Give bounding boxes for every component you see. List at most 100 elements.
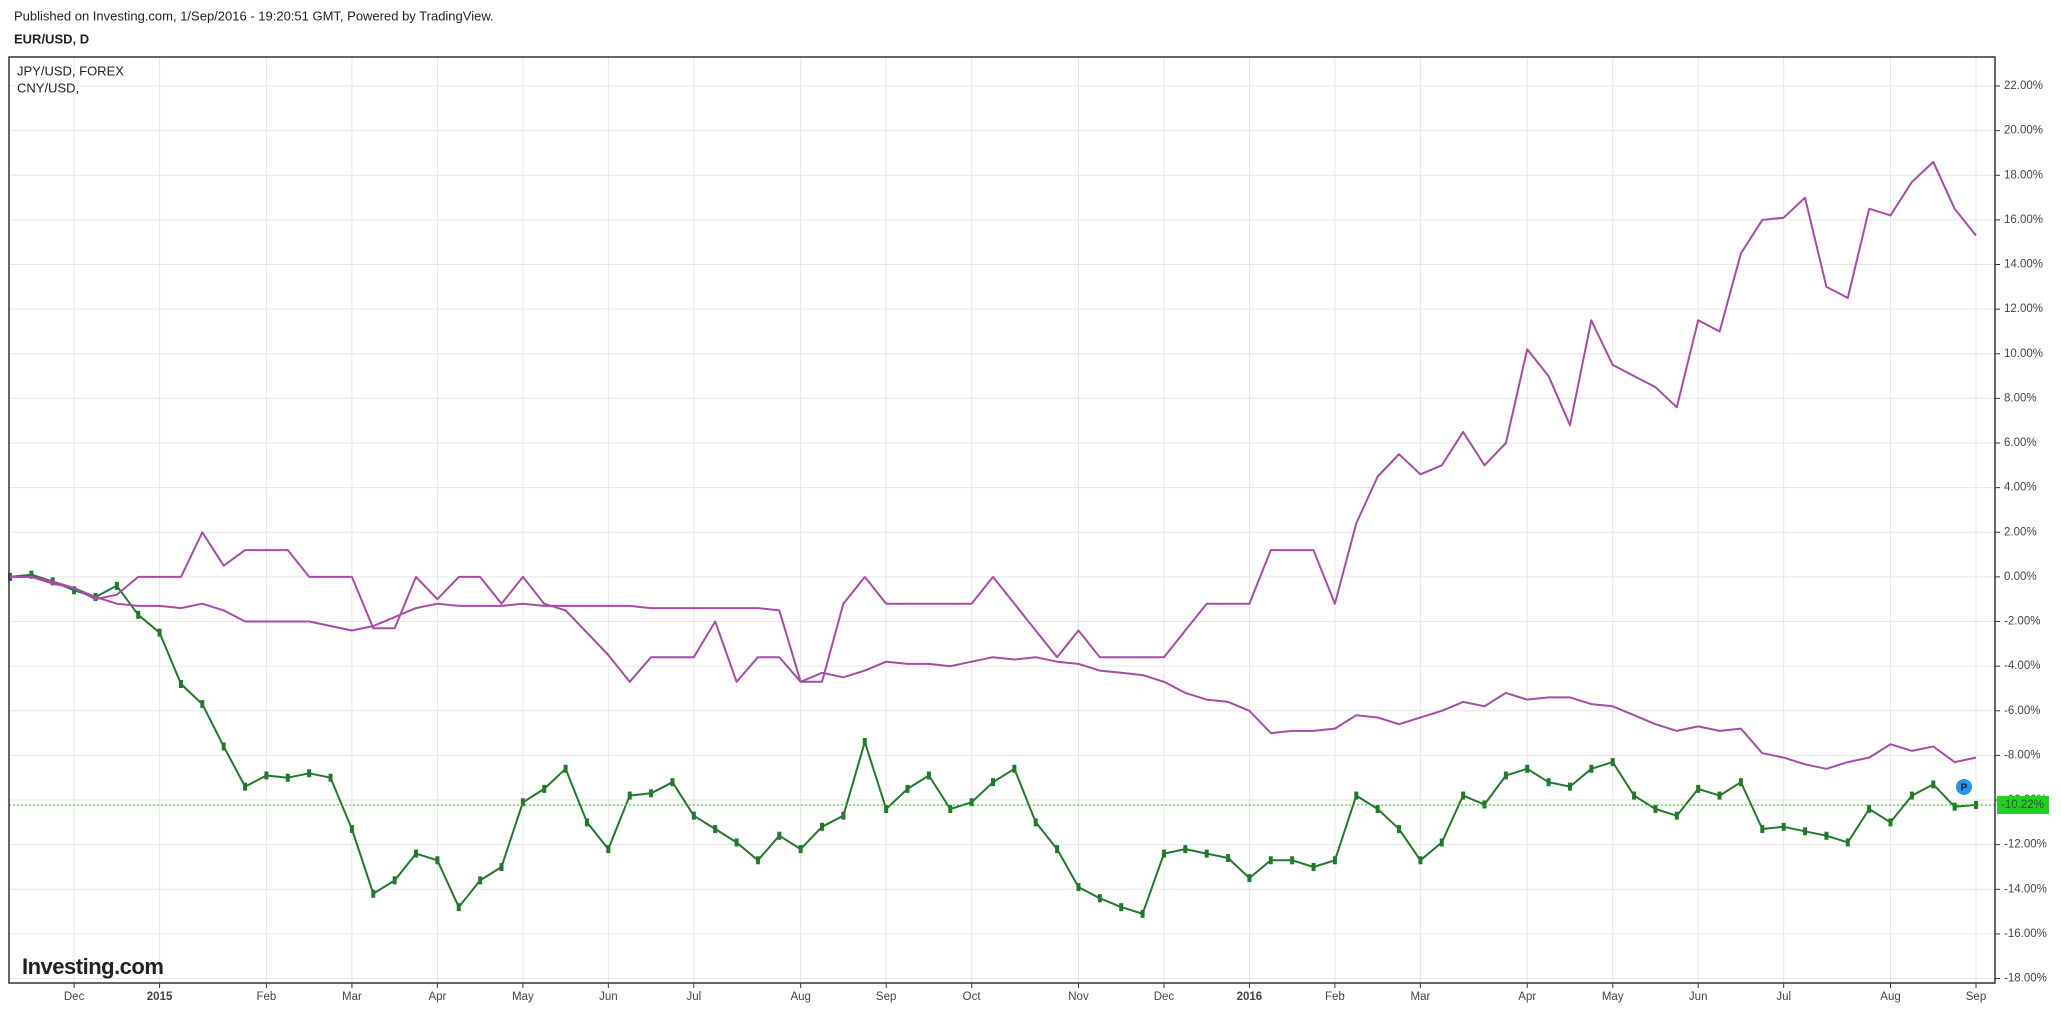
data-point (1140, 909, 1145, 918)
data-point (1418, 856, 1423, 865)
y-tick-label: -2.00% (2004, 616, 2040, 628)
data-point (435, 856, 440, 865)
data-point (307, 769, 312, 778)
data-point (713, 825, 718, 834)
x-tick-label: Dec (64, 991, 85, 1003)
y-tick-label: 2.00% (2004, 526, 2037, 538)
current-value-box (1997, 795, 2049, 814)
data-point (72, 586, 77, 595)
data-point (264, 771, 269, 780)
data-point (114, 581, 119, 590)
y-tick-label: -14.00% (2004, 883, 2047, 895)
y-tick-label: -16.00% (2004, 928, 2047, 940)
x-tick-label: Oct (963, 991, 982, 1003)
data-point (1268, 856, 1273, 865)
data-point (563, 764, 568, 773)
marker-badge (1956, 778, 1972, 795)
data-point (1674, 811, 1679, 820)
plot-frame (8, 56, 1996, 984)
y-tick-label: 0.00% (2004, 571, 2037, 583)
x-tick-label: Feb (1325, 991, 1345, 1003)
x-tick-label: 2015 (147, 991, 173, 1003)
data-point (371, 889, 376, 898)
data-point (841, 811, 846, 820)
data-point (1290, 856, 1295, 865)
plot (8, 160, 1995, 918)
grid (9, 57, 1995, 983)
y-tick-label: -12.00% (2004, 839, 2047, 851)
data-point (755, 856, 760, 865)
legend-entry: JPY/USD, FOREX (17, 63, 124, 78)
data-point (1567, 782, 1572, 791)
data-point (1632, 791, 1637, 800)
x-tick-label: Sep (1966, 991, 1986, 1003)
series-line (10, 575, 1977, 770)
x-tick-label: Mar (1410, 991, 1430, 1003)
y-tick-label: 4.00% (2004, 482, 2037, 494)
data-point (670, 778, 675, 787)
x-tick-label: Sep (876, 991, 896, 1003)
data-point (1717, 791, 1722, 800)
data-point (649, 789, 654, 798)
y-tick-label: 10.00% (2004, 348, 2043, 360)
y-tick-label: 6.00% (2004, 437, 2037, 449)
data-point (29, 570, 34, 579)
data-point (328, 773, 333, 782)
data-point (1397, 825, 1402, 834)
x-tick-label: Jun (599, 991, 618, 1003)
series-line (10, 160, 1977, 683)
marker-label: P (1961, 783, 1968, 794)
data-point (905, 784, 910, 793)
current-value-label: -10.22% (2001, 799, 2044, 811)
data-point (243, 782, 248, 791)
data-point (1525, 764, 1530, 773)
y-tick-label: 14.00% (2004, 259, 2043, 271)
x-tick-label: Jul (686, 991, 701, 1003)
y-tick-label: 20.00% (2004, 125, 2043, 137)
data-point (1781, 822, 1786, 831)
data-point (820, 822, 825, 831)
data-point (1226, 854, 1231, 863)
data-point (1332, 856, 1337, 865)
data-point (349, 825, 354, 834)
data-point (1033, 818, 1038, 827)
data-point (1354, 791, 1359, 800)
data-point (285, 773, 290, 782)
data-point (584, 818, 589, 827)
x-tick-label: Jun (1689, 991, 1708, 1003)
x-tick-label: Feb (257, 991, 277, 1003)
data-point (862, 738, 867, 747)
data-point (691, 811, 696, 820)
y-tick-label: 22.00% (2004, 80, 2043, 92)
data-point (200, 700, 205, 709)
data-point (1439, 838, 1444, 847)
data-point (734, 838, 739, 847)
data-point (1375, 804, 1380, 813)
data-point (798, 845, 803, 854)
x-tick-label: Apr (428, 991, 446, 1003)
x-tick-label: Dec (1154, 991, 1175, 1003)
data-point (1845, 838, 1850, 847)
data-point (777, 831, 782, 840)
data-point (1909, 791, 1914, 800)
x-tick-label: May (512, 991, 534, 1003)
main-series-label: EUR/USD, D (14, 31, 89, 46)
x-tick-label: Jul (1776, 991, 1791, 1003)
data-point (1183, 845, 1188, 854)
data-point (221, 742, 226, 751)
data-point (1546, 778, 1551, 787)
y-tick-label: 18.00% (2004, 169, 2043, 181)
data-point (1888, 818, 1893, 827)
data-point (1119, 903, 1124, 912)
data-point (456, 903, 461, 912)
data-point (948, 804, 953, 813)
data-point (392, 876, 397, 885)
data-point (606, 845, 611, 854)
data-point (1589, 764, 1594, 773)
axes: -18.00%-16.00%-14.00%-12.00%-10.00%-8.00… (64, 80, 2049, 1003)
data-point (1012, 764, 1017, 773)
data-point (1653, 804, 1658, 813)
data-point (542, 784, 547, 793)
